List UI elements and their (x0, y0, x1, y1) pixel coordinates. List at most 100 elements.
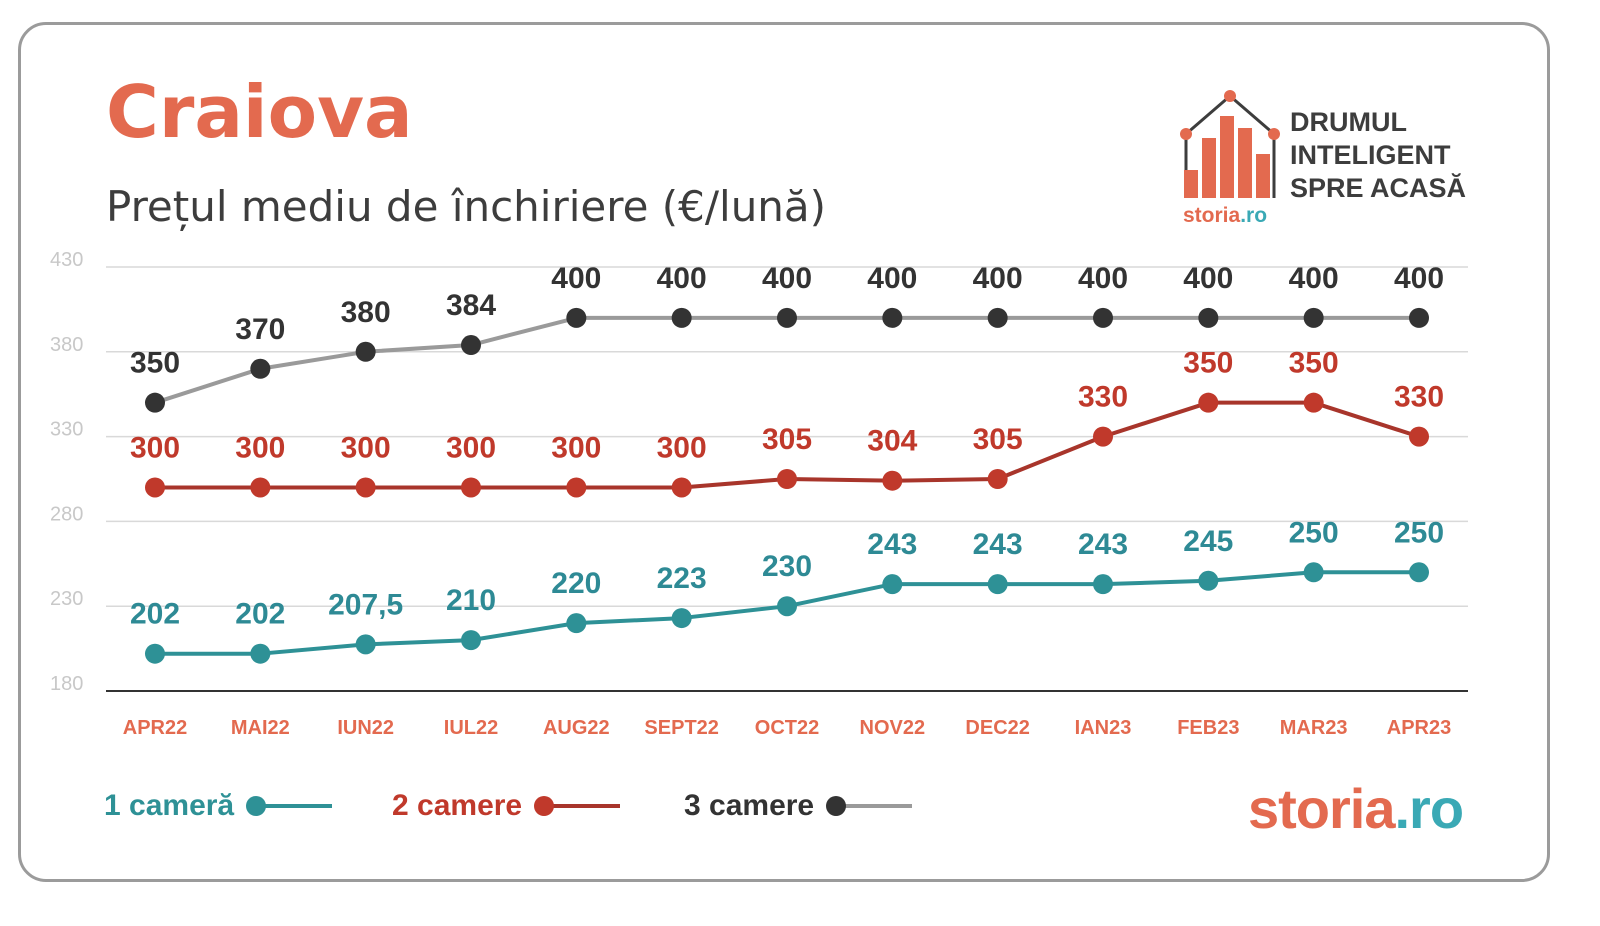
data-label: 350 (1183, 347, 1233, 380)
legend-label-1-camera: 1 cameră (104, 789, 235, 822)
data-point (250, 477, 271, 498)
chart-subtitle: Prețul mediu de închiriere (€/lună) (106, 182, 827, 231)
x-tick-label: IUL22 (444, 717, 498, 739)
x-tick-label: MAI22 (231, 717, 290, 739)
data-label: 250 (1394, 516, 1444, 549)
data-point (777, 469, 797, 489)
logo-tagline: DRUMUL INTELIGENT SPRE ACASĂ (1290, 107, 1467, 203)
x-tick-label: FEB23 (1177, 717, 1239, 739)
data-point (1303, 392, 1324, 413)
data-point (461, 477, 481, 498)
data-point (987, 574, 1008, 595)
storia-brand-logo: storia.ro (1248, 776, 1464, 841)
data-label: 223 (657, 562, 707, 595)
data-point (1409, 426, 1429, 447)
logo-small-brand-name: storia (1183, 204, 1241, 227)
axis-labels: 430 380 330 280 230 180 APR22 MAI22 IUN22 IUL22 AU… (50, 249, 1451, 739)
data-label: 400 (551, 262, 601, 295)
data-label: 330 (1078, 381, 1128, 414)
data-label: 350 (1289, 347, 1339, 380)
data-label: 304 (867, 425, 917, 458)
x-tick-label: DEC22 (965, 717, 1029, 739)
data-label: 305 (762, 423, 812, 456)
data-point (145, 477, 165, 498)
data-labels: 202 202 207,5 210 220 223 230 243 243 243 245 250 25… (130, 262, 1444, 631)
data-point (1093, 426, 1113, 447)
data-label: 243 (973, 528, 1023, 561)
x-tick-label: OCT22 (755, 717, 819, 739)
logo-small-brand: storia.ro (1183, 204, 1267, 228)
data-point (882, 470, 903, 491)
data-label: 400 (1394, 262, 1444, 295)
x-tick-label: IUN22 (337, 717, 394, 739)
data-point (777, 596, 797, 617)
series-layer (145, 307, 1429, 664)
data-point (882, 574, 903, 595)
data-label: 400 (1183, 262, 1233, 295)
x-tick-label: AUG22 (543, 717, 610, 739)
data-label: 330 (1394, 381, 1444, 414)
data-label: 350 (130, 347, 180, 380)
data-label: 400 (973, 262, 1023, 295)
data-point (671, 477, 692, 498)
data-point (882, 307, 903, 328)
data-point (250, 643, 271, 664)
data-label: 207,5 (328, 588, 403, 621)
data-label: 300 (130, 431, 180, 464)
data-label: 243 (1078, 528, 1128, 561)
data-label: 400 (657, 262, 707, 295)
data-point (987, 469, 1008, 489)
legend-item-2-camere: 2 camere (392, 786, 626, 826)
legend-key-2-camere (534, 791, 626, 821)
data-label: 300 (341, 431, 391, 464)
data-label: 300 (551, 431, 601, 464)
legend-label-3-camere: 3 camere (684, 789, 815, 822)
x-tick-label: APR23 (1387, 717, 1451, 739)
data-point (566, 477, 587, 498)
legend-key-1-camera (246, 791, 338, 821)
data-point (1198, 307, 1219, 328)
data-point (1303, 307, 1324, 328)
data-point (1409, 307, 1429, 328)
data-point (566, 613, 587, 634)
y-tick-label: 380 (50, 334, 83, 356)
chart-card (18, 22, 1550, 882)
data-point (987, 307, 1008, 328)
data-label: 202 (235, 598, 285, 631)
data-label: 370 (235, 313, 285, 346)
data-point (671, 307, 692, 328)
data-point (1093, 574, 1113, 595)
data-label: 243 (867, 528, 917, 561)
data-point (1198, 392, 1219, 413)
data-point (1093, 307, 1113, 328)
data-label: 220 (551, 567, 601, 600)
data-label: 384 (446, 289, 496, 322)
legend-item-3-camere: 3 camere (684, 786, 918, 826)
x-tick-label: NOV22 (860, 717, 926, 739)
x-tick-label: IAN23 (1075, 717, 1132, 739)
data-point (355, 341, 376, 362)
data-label: 300 (235, 431, 285, 464)
y-tick-label: 330 (50, 419, 83, 441)
data-label: 230 (762, 550, 812, 583)
data-point (145, 643, 165, 664)
data-label: 380 (341, 296, 391, 329)
data-label: 305 (973, 423, 1023, 456)
data-label: 400 (762, 262, 812, 295)
y-tick-label: 430 (50, 249, 83, 271)
data-label: 202 (130, 598, 180, 631)
y-tick-label: 280 (50, 503, 83, 525)
data-label: 400 (867, 262, 917, 295)
data-point (461, 630, 481, 651)
data-point (1198, 570, 1219, 591)
x-tick-label: SEPT22 (644, 717, 718, 739)
brand-name: storia (1248, 777, 1395, 840)
x-tick-label: MAR23 (1280, 717, 1348, 739)
legend-item-1-camera: 1 cameră (104, 786, 338, 826)
chart-title: Craiova (106, 70, 413, 154)
storia-logo-icon (1180, 90, 1280, 198)
data-point (777, 307, 797, 328)
data-label: 210 (446, 584, 496, 617)
data-point (250, 358, 271, 379)
